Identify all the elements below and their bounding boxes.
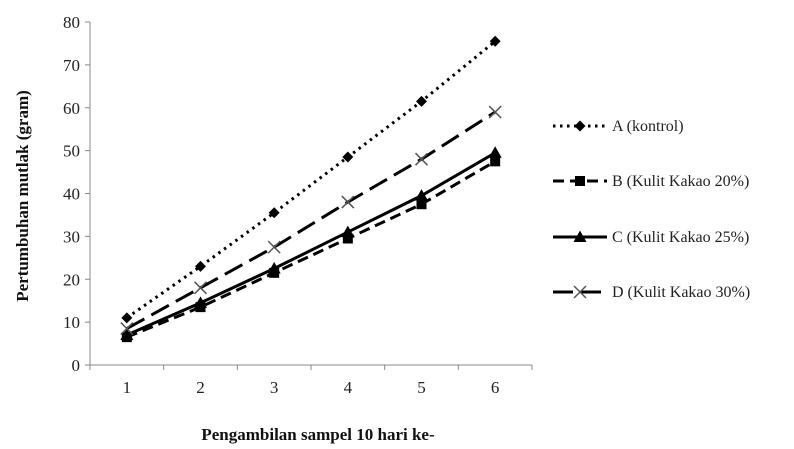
legend-marker bbox=[574, 120, 586, 132]
data-point bbox=[268, 207, 280, 219]
y-tick-label: 40 bbox=[63, 185, 80, 204]
series-group bbox=[120, 35, 502, 343]
x-marker-stroke bbox=[193, 281, 208, 295]
legend-item-d: D (Kulit Kakao 30%) bbox=[553, 284, 750, 301]
y-tick-label: 20 bbox=[63, 270, 80, 289]
data-point bbox=[121, 312, 133, 324]
data-point bbox=[120, 328, 134, 340]
x-tick-label: 5 bbox=[417, 378, 426, 397]
data-point bbox=[193, 281, 208, 295]
x-tick-label: 1 bbox=[123, 378, 132, 397]
legend-marker bbox=[573, 230, 587, 242]
series-line bbox=[125, 40, 497, 320]
y-tick-label: 80 bbox=[63, 13, 80, 32]
series-line bbox=[126, 110, 496, 330]
y-tick-label: 60 bbox=[63, 99, 80, 118]
x-tick-label: 3 bbox=[270, 378, 279, 397]
y-tick-label: 70 bbox=[63, 56, 80, 75]
data-point bbox=[488, 146, 502, 158]
data-point bbox=[194, 296, 207, 308]
data-point bbox=[342, 151, 354, 163]
y-tick-label: 0 bbox=[72, 356, 81, 375]
x-marker-stroke bbox=[341, 195, 355, 209]
data-point bbox=[267, 240, 281, 254]
legend-marker bbox=[573, 285, 587, 299]
series-d bbox=[120, 105, 502, 336]
legend-label: A (kontrol) bbox=[612, 118, 684, 135]
y-tick-label: 50 bbox=[63, 142, 80, 161]
legend-marker bbox=[575, 176, 585, 186]
x-marker-stroke bbox=[573, 285, 587, 299]
x-marker-stroke bbox=[414, 152, 429, 166]
legend-item-c: C (Kulit Kakao 25%) bbox=[553, 229, 749, 246]
legend-item-b: B (Kulit Kakao 20%) bbox=[553, 173, 749, 190]
axes: 0 10 20 30 40 50 60 70 80 1 2 3 4 5 6 bbox=[63, 13, 533, 397]
legend-label: C (Kulit Kakao 25%) bbox=[612, 229, 749, 246]
x-tick-label: 4 bbox=[344, 378, 353, 397]
x-marker-stroke bbox=[120, 322, 134, 336]
legend-label: B (Kulit Kakao 20%) bbox=[612, 173, 749, 190]
data-point bbox=[490, 156, 501, 167]
series-a bbox=[121, 35, 501, 324]
x-marker-stroke bbox=[267, 240, 281, 254]
data-point bbox=[341, 195, 355, 209]
data-point bbox=[489, 35, 501, 47]
x-marker-stroke bbox=[488, 105, 502, 119]
x-tick-label: 2 bbox=[196, 378, 205, 397]
x-tick-label: 6 bbox=[491, 378, 500, 397]
y-tick-label: 30 bbox=[63, 227, 80, 246]
legend: A (kontrol) B (Kulit Kakao 20%) C (Kulit K… bbox=[553, 118, 750, 301]
data-point bbox=[342, 233, 353, 244]
data-point bbox=[416, 199, 427, 210]
data-point bbox=[341, 225, 355, 238]
x-axis-title: Pengambilan sampel 10 hari ke- bbox=[201, 425, 435, 444]
legend-item-a: A (kontrol) bbox=[553, 118, 684, 135]
data-point bbox=[120, 322, 134, 336]
data-point bbox=[414, 152, 429, 166]
data-point bbox=[195, 260, 206, 272]
series-line bbox=[126, 151, 496, 337]
data-point bbox=[416, 95, 427, 107]
data-point bbox=[415, 189, 428, 201]
data-point bbox=[488, 105, 502, 119]
legend-label: D (Kulit Kakao 30%) bbox=[612, 284, 750, 301]
y-axis-title: Pertumbuhan mutlak (gram) bbox=[13, 90, 32, 302]
y-tick-label: 10 bbox=[63, 313, 80, 332]
data-point bbox=[267, 262, 281, 274]
series-c bbox=[120, 146, 502, 340]
